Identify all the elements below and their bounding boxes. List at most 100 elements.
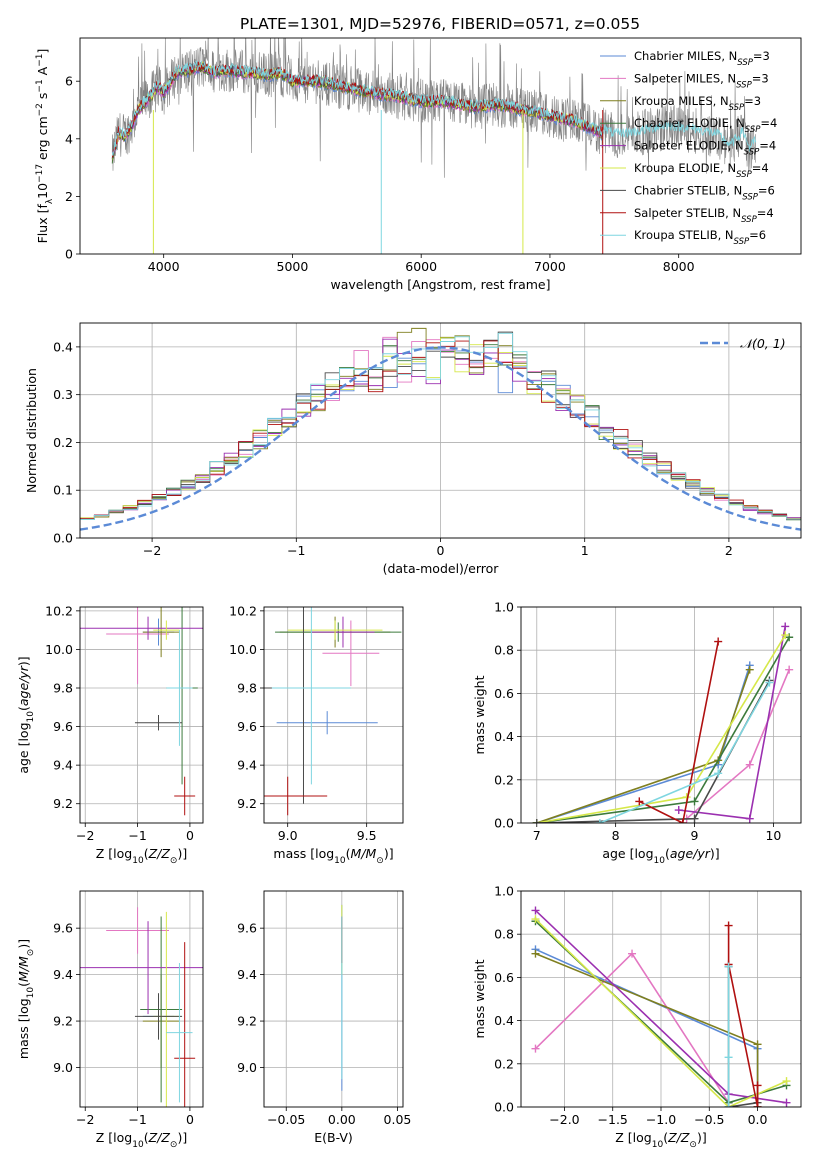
weight-marker xyxy=(531,949,540,958)
label-part: age/yr xyxy=(16,665,31,706)
label-part: )] xyxy=(16,939,31,949)
label-part: mass [log xyxy=(16,998,31,1059)
legend-sub: SSP xyxy=(734,237,750,247)
weight-marker xyxy=(714,769,723,778)
axis-label-y: Flux [fλ10−17 erg cm−2 s−1 A−1] xyxy=(35,49,55,244)
label-part: 10 xyxy=(334,856,346,866)
tick-label-y: 0.0 xyxy=(494,816,514,831)
legend-name: Salpeter STELIB, N xyxy=(634,206,741,220)
axis-label-x: (data-model)/error xyxy=(383,561,500,576)
label-part: ( xyxy=(663,1130,668,1145)
legend-entry: Chabrier STELIB, NSSP=6 xyxy=(634,183,775,202)
tick-label-x: −1.0 xyxy=(646,1112,676,1127)
weight-marker xyxy=(745,665,754,674)
weight-marker xyxy=(724,1103,733,1107)
tick-label-y: 0.2 xyxy=(494,1056,514,1071)
axes-frame xyxy=(79,322,802,539)
weight-marker xyxy=(714,637,723,646)
weight-marker xyxy=(531,906,540,915)
weight-marker xyxy=(674,806,683,815)
tick-label-x: 2 xyxy=(725,543,733,558)
tick-label-y: 0.4 xyxy=(53,339,73,354)
tick-label-x: −1 xyxy=(128,1112,146,1127)
weight-marker xyxy=(745,760,754,769)
tick-label-y: 0.2 xyxy=(53,435,73,450)
legend-entry: Kroupa ELODIE, NSSP=4 xyxy=(634,161,769,180)
label-part: M/M xyxy=(351,846,377,861)
tick-label-x: 9.5 xyxy=(357,828,377,843)
tick-label-x: 9.0 xyxy=(278,828,298,843)
weight-series-6 xyxy=(536,680,771,823)
label-part: age/yr xyxy=(670,846,711,861)
tick-label-x: −1.5 xyxy=(598,1112,628,1127)
label-part: Z [log xyxy=(96,846,132,861)
weight-marker xyxy=(724,962,733,971)
tick-label-y: 1.0 xyxy=(494,884,514,899)
label-part: ] xyxy=(35,49,50,54)
label-part: M/M xyxy=(16,956,31,982)
tick-label-y: 9.8 xyxy=(237,681,257,696)
tick-label-y: 9.6 xyxy=(53,719,73,734)
axis-label-y: Normed distribution xyxy=(24,368,39,493)
plot-area xyxy=(531,906,791,1107)
label-part: age [log xyxy=(602,846,653,861)
label-part: −2 xyxy=(35,103,45,116)
tick-label-x: 1 xyxy=(581,543,589,558)
tick-label-y: 10.0 xyxy=(229,642,257,657)
weight-series-7 xyxy=(727,925,759,1107)
tick-label-y: 6 xyxy=(65,74,73,89)
axes-frame xyxy=(520,890,802,1108)
weight-marker xyxy=(724,921,733,930)
legend-nssp: =6 xyxy=(758,183,775,197)
tick-label-y: 10.2 xyxy=(45,603,73,618)
axis-label-y: mass [log10(M/M⊙)] xyxy=(16,939,36,1059)
weight-marker xyxy=(690,814,699,823)
axis-label-x: age [log10(age/yr)] xyxy=(602,846,719,866)
tick-label-x: 0.05 xyxy=(384,1112,412,1127)
plot-area xyxy=(111,38,757,254)
tick-label-y: 9.4 xyxy=(237,758,257,773)
label-part: Z/Z xyxy=(667,1130,690,1145)
label-part: ⊙ xyxy=(689,1140,697,1150)
legend-nssp: =3 xyxy=(753,49,770,63)
axis-label-x: Z [log10(Z/Z⊙)] xyxy=(96,846,187,866)
weight-series-0 xyxy=(536,665,751,823)
legend-entry: Kroupa STELIB, NSSP=6 xyxy=(634,228,766,247)
tick-label-x: −2 xyxy=(76,828,94,843)
tick-label-y: 0.0 xyxy=(494,1100,514,1115)
tick-label-y: 10.2 xyxy=(229,603,257,618)
label-part: )] xyxy=(177,846,187,861)
legend-sub: SSP xyxy=(745,125,761,135)
tick-label-y: 9.6 xyxy=(237,719,257,734)
label-part: ⊙ xyxy=(170,1140,178,1150)
plot-area xyxy=(80,907,203,1107)
tick-label-x: −2.0 xyxy=(549,1112,579,1127)
label-part: −17 xyxy=(35,164,45,183)
residual-histogram-8 xyxy=(80,332,801,520)
axis-label-y: mass weight xyxy=(472,675,487,754)
tick-label-y: 0.3 xyxy=(53,387,73,402)
legend-entry: 𝒩(0, 1) xyxy=(740,336,786,351)
legend-nssp: =6 xyxy=(749,228,766,242)
tick-label-y: 1.0 xyxy=(494,600,514,615)
age-vs-mass-panel: 9.0 9.5 9.2 9.4 9.6 9.8 10.0 10.2 mass [log10(M/… xyxy=(229,603,404,866)
label-part: 10 xyxy=(26,711,36,723)
plot-area xyxy=(80,327,801,531)
label-part: ( xyxy=(144,1130,149,1145)
legend-entry: Chabrier ELODIE, NSSP=4 xyxy=(634,116,777,135)
weight-marker xyxy=(765,678,774,687)
legend-name: Kroupa MILES, N xyxy=(634,94,729,108)
label-part: 10 xyxy=(654,856,666,866)
weight-marker xyxy=(782,1098,791,1107)
label-part: ⊙ xyxy=(376,856,384,866)
weight-marker xyxy=(753,1081,762,1090)
axes-frame xyxy=(79,606,204,824)
tick-label-x: −2 xyxy=(76,1112,94,1127)
label-part: 10 xyxy=(26,987,36,999)
model-spectrum-8 xyxy=(111,60,757,156)
legend-sub: SSP xyxy=(736,80,752,90)
tick-label-x: 0.0 xyxy=(748,1112,768,1127)
weight-marker xyxy=(753,1103,762,1107)
legend-nssp: =4 xyxy=(759,139,776,153)
weight-series-7 xyxy=(638,641,719,823)
